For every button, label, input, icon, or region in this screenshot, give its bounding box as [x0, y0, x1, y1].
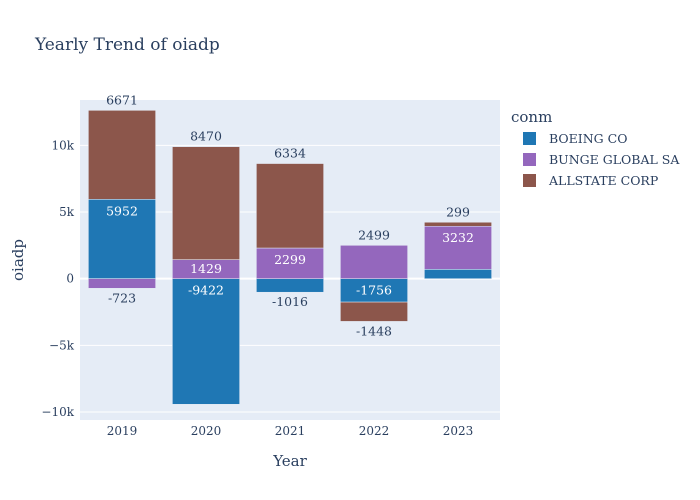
y-tick-label: −5k [49, 338, 75, 352]
data-label: 2499 [358, 227, 390, 242]
x-tick-label: 2023 [443, 424, 474, 438]
bar-boeing-co-2023 [424, 269, 492, 279]
x-tick-label: 2020 [191, 424, 222, 438]
bar-allstate-corp-2019 [88, 110, 156, 200]
legend-item-label: BUNGE GLOBAL SA [549, 152, 680, 167]
data-label: -1448 [356, 323, 392, 338]
legend-item-label: BOEING CO [549, 131, 627, 146]
bar-bunge-global-sa-2021 [256, 247, 324, 279]
bar-allstate-corp-2021 [256, 163, 324, 249]
x-tick-label: 2021 [275, 424, 306, 438]
bar-allstate-corp-2020 [172, 146, 240, 260]
bar-boeing-co-2020 [172, 278, 240, 405]
legend-swatch [523, 132, 536, 145]
legend-swatch [523, 174, 536, 187]
bar-allstate-corp-2022 [340, 301, 408, 322]
data-label: 3232 [442, 230, 474, 245]
legend-swatch [523, 153, 536, 166]
y-tick-label: −10k [41, 405, 74, 419]
bar-bunge-global-sa-2022 [340, 245, 408, 279]
bar-bunge-global-sa-2023 [424, 225, 492, 270]
data-label: 1429 [190, 261, 222, 276]
x-axis-title: Year [272, 452, 307, 470]
bar-allstate-corp-2023 [424, 222, 492, 227]
bar-bunge-global-sa-2019 [88, 278, 156, 289]
data-label: 5952 [106, 203, 138, 218]
y-tick-label: 0 [66, 272, 74, 286]
x-tick-label: 2022 [359, 424, 390, 438]
data-label: 6334 [274, 146, 306, 161]
legend: conm BOEING CO BUNGE GLOBAL SA ALLSTATE CO… [511, 108, 680, 188]
data-label: 299 [446, 204, 470, 219]
y-tick-label: 10k [51, 138, 74, 152]
y-axis-title: oiadp [9, 239, 27, 281]
data-label: 2299 [274, 252, 306, 267]
x-tick-label: 2019 [107, 424, 138, 438]
data-label: -723 [108, 290, 136, 305]
legend-item-label: ALLSTATE CORP [548, 173, 658, 188]
data-label: -9422 [188, 283, 224, 298]
chart-title: Yearly Trend of oiadp [34, 35, 220, 55]
bar-boeing-co-2019 [88, 199, 156, 279]
legend-title: conm [511, 108, 552, 126]
data-label: 6671 [106, 92, 138, 107]
data-label: 8470 [190, 129, 222, 144]
data-label: -1016 [272, 294, 308, 309]
bar-boeing-co-2021 [256, 278, 324, 293]
y-axis-ticks: −10k −5k 0 5k 10k [41, 138, 74, 419]
data-labels: 5952 -9422 -1016 -1756 -723 1429 2299 2499 3232 6… [106, 92, 474, 338]
bars [88, 110, 492, 405]
data-label: -1756 [356, 283, 392, 298]
y-tick-label: 5k [59, 205, 75, 219]
x-axis-ticks: 2019 2020 2021 2022 2023 [107, 424, 474, 438]
